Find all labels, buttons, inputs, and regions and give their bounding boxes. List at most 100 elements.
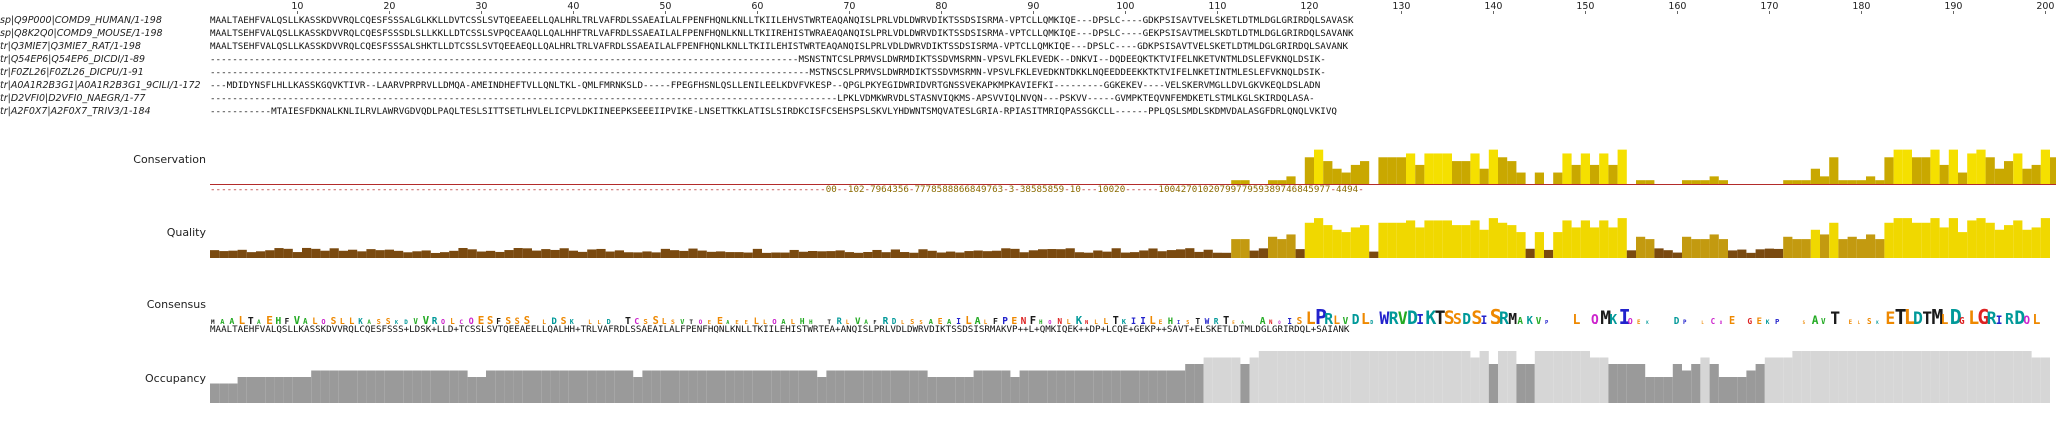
ruler-label: 120 <box>1300 1 1319 12</box>
occupancy-bar <box>1010 377 1020 403</box>
conservation-bar <box>1562 153 1572 184</box>
occupancy-bar <box>817 377 827 403</box>
quality-bar <box>771 252 781 258</box>
occupancy-bar <box>1258 351 1268 403</box>
logo-letter: I <box>1416 313 1424 324</box>
quality-bar <box>1249 250 1259 258</box>
conservation-bar <box>1470 153 1480 184</box>
sequence-row[interactable]: MAALTAEHFVALQSLLKASSKDVVRQLCQESFSSSALGLK… <box>210 15 1354 26</box>
occupancy-bar <box>458 370 468 403</box>
conservation-bar <box>1801 180 1811 184</box>
sequence-id[interactable]: sp|Q9P000|COMD9_HUMAN/1-198 <box>0 15 162 26</box>
sequence-row[interactable]: MAALTSEHFVALQSLLKASSKDVVRQLCQESFSSSDLSLL… <box>210 28 1354 39</box>
quality-bar <box>1544 249 1554 258</box>
logo-letter: N <box>1269 320 1273 324</box>
quality-bar <box>688 248 698 258</box>
quality-bar <box>982 251 992 258</box>
occupancy-bar <box>1488 364 1498 403</box>
occupancy-bar <box>283 377 293 403</box>
occupancy-bar <box>532 370 542 403</box>
quality-bar <box>541 249 551 258</box>
quality-bar <box>1065 248 1075 258</box>
occupancy-bar <box>1341 351 1351 403</box>
conservation-bar <box>1792 180 1802 184</box>
ruler-label: 100 <box>1116 1 1135 12</box>
conservation-bar <box>1304 157 1314 184</box>
quality-bar <box>624 252 634 258</box>
sequence-id[interactable]: tr|Q3MIE7|Q3MIE7_RAT/1-198 <box>0 41 141 52</box>
quality-bar <box>725 252 735 258</box>
quality-bar <box>283 248 293 258</box>
sequence-row[interactable]: ----------------------------------------… <box>210 93 1315 104</box>
sequence-id[interactable]: tr|F0ZL26|F0ZL26_DICPU/1-91 <box>0 67 144 78</box>
occupancy-bar <box>1203 357 1213 403</box>
quality-bar <box>357 251 367 258</box>
sequence-row[interactable]: ---MDIDYNSFLHLLKASSKGQVKTIVR--LAARVPRPRV… <box>210 80 1321 91</box>
conservation-bar <box>1838 180 1848 184</box>
occupancy-bar <box>1838 351 1848 403</box>
sequence-id[interactable]: tr|D2VFI0|D2VFI0_NAEGR/1-77 <box>0 93 146 104</box>
quality-bar <box>1930 218 1940 258</box>
quality-bar <box>1369 251 1379 258</box>
conservation-bar <box>1461 161 1471 184</box>
quality-bar <box>835 250 845 258</box>
ruler-label: 200 <box>2036 1 2055 12</box>
ruler-tick <box>1493 11 1495 14</box>
occupancy-bar <box>605 370 615 403</box>
quality-bar <box>1433 220 1443 258</box>
quality-bar <box>716 251 726 258</box>
conservation-bar <box>1498 157 1508 184</box>
occupancy-bar <box>1875 351 1885 403</box>
quality-bar <box>881 252 891 258</box>
quality-bar <box>403 252 413 258</box>
occupancy-bar <box>559 370 569 403</box>
sequence-id[interactable]: tr|A0A1R2B3G1|A0A1R2B3G1_9CILI/1-172 <box>0 80 201 91</box>
logo-letter: V <box>1536 316 1542 324</box>
sequence-row[interactable]: -----------MTAIESFDKNALKNLILRVLAWRVGDVQD… <box>210 106 1337 117</box>
occupancy-bar <box>955 377 965 403</box>
logo-letter: D <box>1370 320 1373 324</box>
logo-letter: F <box>496 317 501 324</box>
quality-bar <box>1709 234 1719 258</box>
quality-bar <box>1829 222 1839 258</box>
occupancy-bar <box>1166 370 1176 403</box>
quality-bar <box>1764 248 1774 258</box>
occupancy-bar <box>1544 351 1554 403</box>
quality-bar <box>1231 239 1241 258</box>
conservation-bar <box>1553 172 1563 184</box>
ruler-tick <box>941 11 943 14</box>
conservation-bar <box>1571 164 1581 184</box>
occupancy-bar <box>1902 351 1912 403</box>
quality-bar <box>449 250 459 258</box>
logo-letter: A <box>947 317 952 324</box>
sequence-row[interactable]: ----------------------------------------… <box>210 67 1326 78</box>
sequence-row[interactable]: MAALTSEHFVALQSLLKASSKDVVRQLCQESFSSSALSHK… <box>210 41 1349 52</box>
quality-bar <box>1222 252 1232 258</box>
logo-letter: A <box>929 317 934 324</box>
quality-bar <box>274 248 284 258</box>
sequence-row[interactable]: ----------------------------------------… <box>210 54 1326 65</box>
occupancy-bar <box>1856 351 1866 403</box>
logo-letter: V <box>413 317 418 324</box>
occupancy-bar <box>826 370 836 403</box>
sequence-id[interactable]: sp|Q8K2Q0|COMD9_MOUSE/1-198 <box>0 28 163 39</box>
quality-bar <box>467 249 477 258</box>
conservation-bar <box>1341 172 1351 184</box>
logo-letter: V <box>855 317 861 324</box>
sequence-id[interactable]: tr|Q54EP6|Q54EP6_DICDI/1-89 <box>0 54 146 65</box>
occupancy-bar <box>651 370 661 403</box>
occupancy-bar <box>1111 370 1121 403</box>
occupancy-bar <box>844 370 854 403</box>
logo-letter: L <box>763 318 767 324</box>
quality-bar <box>955 252 965 258</box>
sequence-id[interactable]: tr|A2F0X7|A2F0X7_TRIV3/1-184 <box>0 106 151 117</box>
ruler-tick <box>1033 11 1035 14</box>
occupancy-bar <box>1185 364 1195 403</box>
ruler-label: 160 <box>1668 1 1687 12</box>
occupancy-bar <box>265 377 275 403</box>
quality-bar <box>1212 252 1222 258</box>
conservation-bar <box>2050 157 2056 184</box>
ruler-tick <box>573 11 575 14</box>
occupancy-bar <box>835 370 845 403</box>
logo-letter: D <box>1950 305 1962 324</box>
